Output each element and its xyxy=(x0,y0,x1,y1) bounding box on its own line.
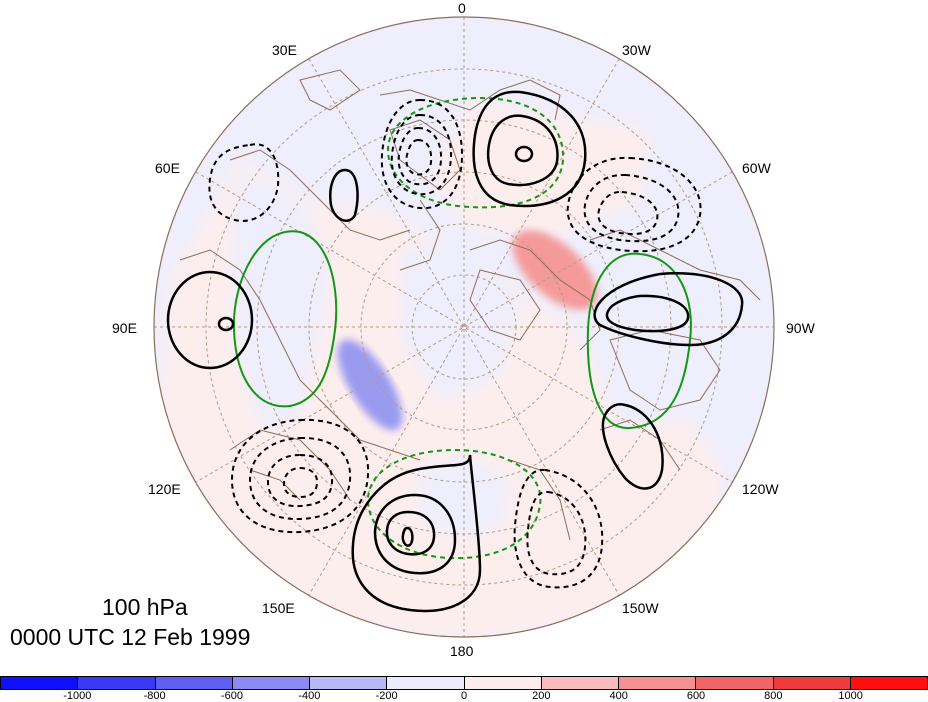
colorbar-swatch xyxy=(155,677,233,689)
colorbar-tick-label: 600 xyxy=(686,690,706,702)
colorbar xyxy=(0,676,928,690)
pressure-level-title: 100 hPa xyxy=(102,594,188,620)
lon-label-90w: 90W xyxy=(786,320,815,336)
colorbar-tick-label: 200 xyxy=(532,690,551,702)
lon-label-150e: 150E xyxy=(262,600,295,616)
lon-label-30e: 30E xyxy=(272,42,297,58)
lon-label-90e: 90E xyxy=(112,320,137,336)
colorbar-swatch xyxy=(541,677,619,689)
lon-label-150w: 150W xyxy=(622,600,659,616)
positive-contours xyxy=(166,90,744,613)
lon-label-60e: 60E xyxy=(155,160,180,176)
colorbar-tick-label: 800 xyxy=(764,690,783,702)
lon-label-120w: 120W xyxy=(742,481,779,497)
colorbar-tick-label: -800 xyxy=(143,690,166,702)
colorbar-swatch xyxy=(78,677,156,689)
colorbar-tick-label: -200 xyxy=(375,690,398,702)
colorbar-tick-label: -400 xyxy=(298,690,321,702)
colorbar-swatch xyxy=(232,677,310,689)
colorbar-tick-label: -600 xyxy=(220,690,244,702)
colorbar-tick-label: -1000 xyxy=(63,690,92,702)
colorbar-swatch xyxy=(696,677,774,689)
colorbar-swatch xyxy=(1,677,79,689)
lon-label-60w: 60W xyxy=(742,160,771,176)
colorbar-tick-label: 400 xyxy=(609,690,628,702)
colorbar-swatch xyxy=(850,677,927,689)
lon-label-120e: 120E xyxy=(148,481,181,497)
colorbar-swatch xyxy=(619,677,697,689)
time-title: 0000 UTC 12 Feb 1999 xyxy=(10,624,251,650)
lon-label-30w: 30W xyxy=(622,42,651,58)
colorbar-swatch xyxy=(387,677,465,689)
lon-label-0: 0 xyxy=(458,0,466,16)
colorbar-tick-label: 1000 xyxy=(838,690,863,702)
colorbar-tick-label: 0 xyxy=(460,690,468,702)
lon-label-180: 180 xyxy=(450,643,474,659)
colorbar-swatch xyxy=(310,677,388,689)
colorbar-swatch xyxy=(464,677,542,689)
colorbar-swatch xyxy=(773,677,851,689)
negative-contours xyxy=(208,98,702,589)
polar-map xyxy=(153,16,775,638)
coastlines xyxy=(179,69,761,541)
